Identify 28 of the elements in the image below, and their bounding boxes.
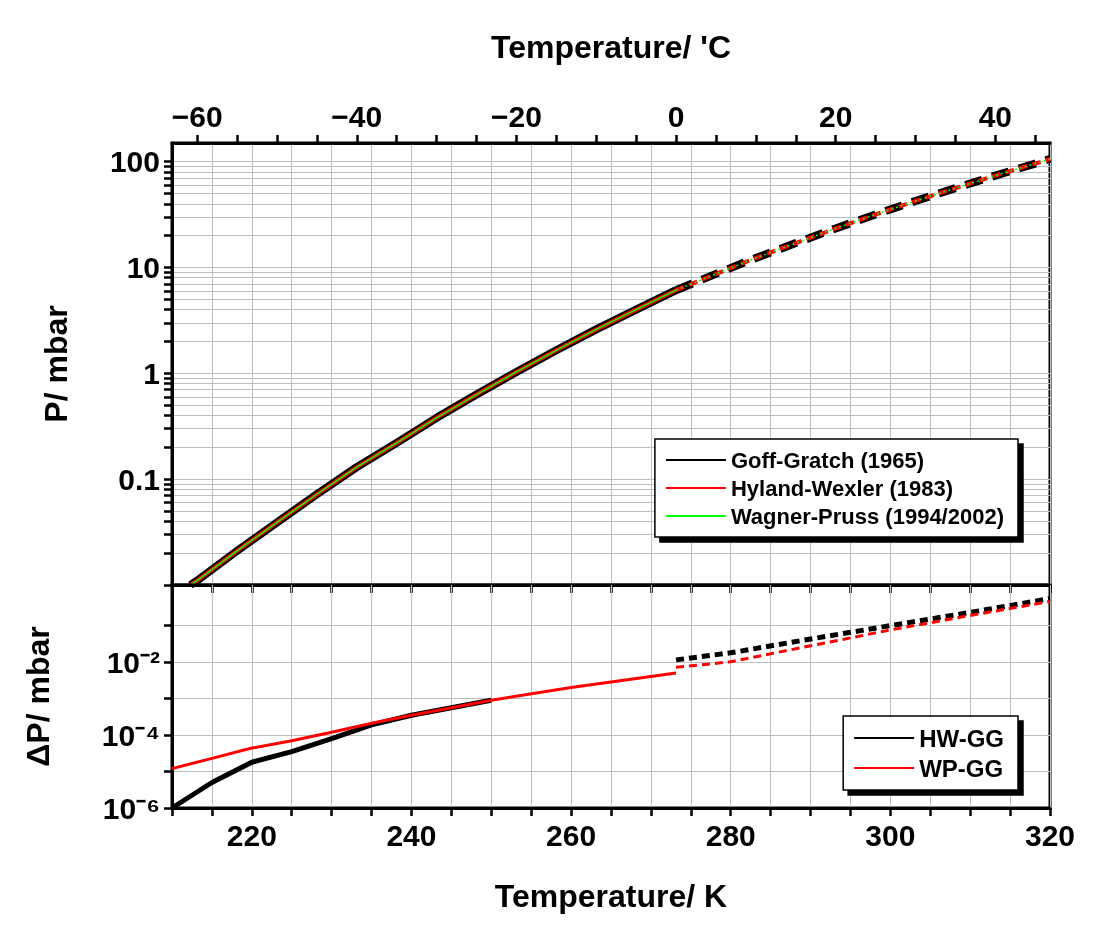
y-tick-label: 1 [143,356,160,390]
x2-tick-label: −20 [490,99,542,133]
y-tick-label: 10⁻⁴ [101,718,160,752]
x-tick-label: 240 [386,818,437,852]
x-tick-label: 220 [226,818,277,852]
legend-label: Goff-Gratch (1965) [730,447,925,473]
y-tick-label: 10 [126,250,160,284]
y-tick-label: 10⁻² [106,645,161,679]
x2-tick-label: 0 [667,99,685,133]
y-tick-label: 10⁻⁶ [102,791,160,825]
x-axis-title: Temperature/ K [494,878,728,914]
y-tick-label: 0.1 [118,462,160,496]
x2-tick-label: −40 [331,99,383,133]
x2-tick-label: −60 [171,99,223,133]
x-tick-label: 280 [705,818,756,852]
y-axis-title: ΔP/ mbar [20,626,56,767]
legend-label: Hyland-Wexler (1983) [730,475,954,501]
x2-tick-label: 20 [819,99,853,133]
x-tick-label: 300 [865,818,916,852]
x-tick-label: 320 [1024,818,1076,852]
y-axis-title: P/ mbar [38,305,74,423]
x2-tick-label: 40 [978,99,1013,133]
x-tick-label: 260 [546,818,597,852]
y-tick-label: 100 [109,145,160,179]
legend-label: Wagner-Pruss (1994/2002) [730,503,1005,529]
legend-label: HW-GG [919,724,1005,752]
x2-axis-title: Temperature/ 'C [491,29,731,65]
legend-label: WP-GG [919,754,1004,782]
